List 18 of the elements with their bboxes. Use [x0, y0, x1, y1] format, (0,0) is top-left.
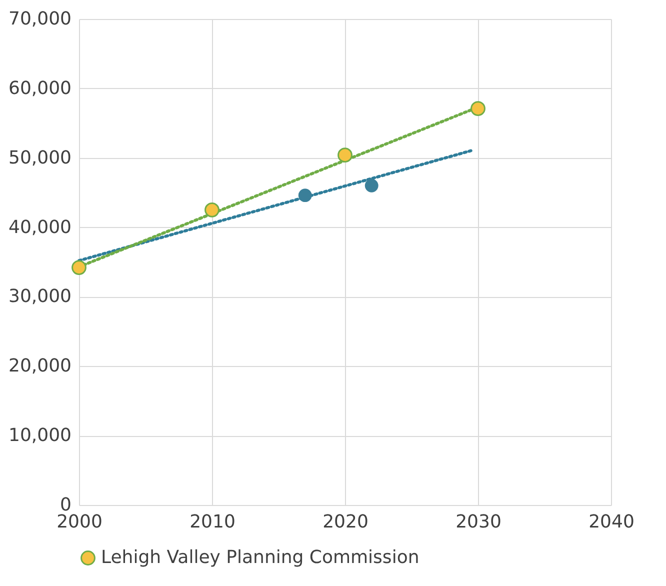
x-tick-label: 2040 [588, 512, 634, 532]
point [470, 101, 486, 116]
x-tick-label: 2020 [322, 512, 368, 532]
y-tick-label: 50,000 [8, 147, 72, 168]
point [298, 188, 312, 202]
y-tick-label: 40,000 [8, 216, 72, 238]
point [364, 178, 378, 192]
x-tick-label: 2010 [190, 512, 236, 532]
point [72, 260, 86, 275]
y-tick-label: 60,000 [8, 78, 72, 99]
y-tick-label: 30,000 [8, 286, 72, 308]
legend-label: Lehigh Valley Planning Commission [101, 547, 420, 568]
y-tick-label: 20,000 [8, 356, 72, 377]
point [204, 202, 220, 218]
y-tick-label: 10,000 [8, 425, 72, 446]
point [338, 148, 352, 163]
x-tick-label: 2030 [456, 512, 502, 532]
y-tick-label: 70,000 [8, 8, 72, 30]
